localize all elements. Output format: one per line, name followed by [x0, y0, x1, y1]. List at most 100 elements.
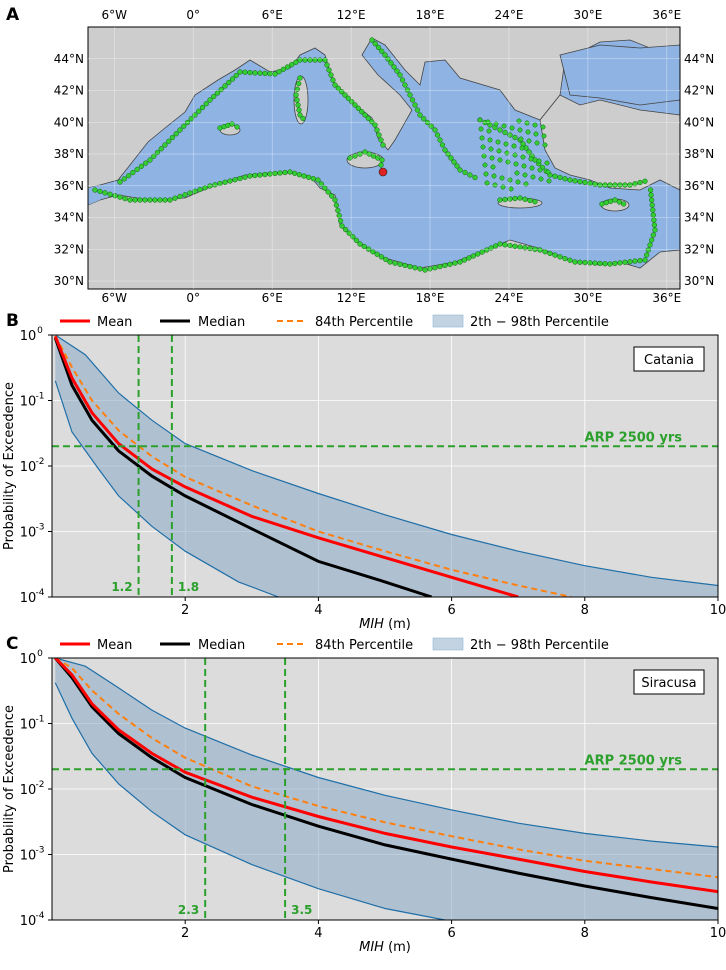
coast-point [362, 149, 368, 155]
coast-point [394, 68, 400, 74]
y-tick-label: 10 [20, 526, 37, 541]
coast-point [557, 254, 563, 260]
legend-p84-label: 84th Percentile [315, 638, 413, 653]
coast-point [479, 249, 485, 255]
coast-point [322, 57, 328, 63]
coast-point [537, 247, 543, 253]
coast-point [472, 174, 478, 181]
coast-point [328, 193, 335, 199]
coast-point [349, 99, 355, 105]
coast-point [417, 112, 423, 118]
coast-point [522, 245, 528, 251]
coast-point [442, 147, 448, 153]
p2-line [54, 682, 446, 920]
coast-point [397, 72, 403, 78]
coast-point [199, 104, 206, 111]
coast-point [529, 165, 535, 171]
coast-point [485, 119, 491, 125]
y-tick-label: 10 [20, 395, 37, 410]
coast-point [272, 170, 278, 177]
coast-point [437, 263, 443, 270]
coast-point [117, 179, 123, 185]
coast-point [257, 172, 263, 178]
legend-p84-label: 84th Percentile [315, 315, 413, 330]
map-lat-label-left: 40°N [54, 115, 84, 129]
coast-point [137, 197, 143, 203]
x-axis-label: MIH (m) [359, 940, 411, 955]
coast-point [417, 266, 423, 272]
coast-point [122, 195, 128, 202]
map-lat-label-right: 44°N [684, 52, 714, 66]
highlight-site-point [378, 167, 388, 177]
map-lat-label-left: 44°N [54, 52, 84, 66]
coast-point [467, 172, 473, 178]
coast-point [577, 259, 583, 265]
coast-point [322, 185, 328, 191]
y-tick-exponent: -4 [36, 588, 45, 598]
p98-line [55, 658, 718, 848]
coast-point [414, 107, 421, 113]
coast-point [503, 141, 509, 147]
map-lat-label-right: 40°N [684, 115, 714, 129]
coast-point [234, 124, 240, 130]
coast-point [647, 187, 654, 193]
x-axis-label-unit: (m) [384, 940, 411, 955]
coast-point [608, 198, 614, 204]
coast-point [507, 132, 513, 138]
coast-point [370, 249, 376, 255]
coast-point [448, 155, 454, 161]
coast-point [451, 159, 457, 165]
coast-point [187, 190, 193, 196]
coast-point [152, 197, 158, 203]
coast-point [378, 254, 385, 260]
map-lon-label-top: 30°E [573, 8, 602, 22]
y-tick-label: 10 [20, 652, 37, 667]
coast-point [488, 146, 494, 152]
coast-point [376, 132, 382, 138]
coast-point [512, 243, 518, 249]
coast-point [457, 259, 463, 265]
coast-point [173, 131, 179, 137]
map-lat-label-left: 36°N [54, 179, 84, 193]
coast-point [497, 127, 503, 133]
coast-point [562, 255, 568, 262]
coast-point [142, 197, 148, 203]
coast-point [300, 115, 306, 122]
coast-point [289, 62, 295, 68]
coast-point [602, 261, 608, 267]
coast-point [375, 44, 382, 51]
coast-point [177, 193, 183, 200]
coast-point [237, 69, 243, 75]
coast-point [324, 62, 330, 68]
coast-point [447, 261, 453, 267]
coast-point [497, 197, 503, 203]
coast-point [513, 161, 519, 167]
coast-point [577, 179, 583, 185]
mediterranean-map: 6°W 6°W 0° 0° 6°E 6°E 12°E 12°E 18°E 18°E 24°E 24°E… [54, 8, 715, 305]
coast-point [422, 267, 428, 273]
x-axis-label: MIH (m) [359, 617, 411, 632]
coast-point [262, 171, 268, 178]
coast-point [470, 253, 476, 259]
coast-point [520, 154, 526, 160]
coast-point [294, 86, 300, 92]
coast-point [645, 247, 651, 253]
coast-point [526, 149, 532, 155]
coast-point [500, 184, 506, 190]
coast-point [457, 167, 463, 173]
coast-point [428, 123, 434, 129]
coast-point [172, 195, 178, 201]
coast-point [512, 195, 518, 202]
map-lon-label-top: 12°E [337, 8, 366, 22]
coast-point [226, 79, 232, 86]
coast-point [306, 174, 312, 180]
map-lat-label-right: 42°N [684, 84, 714, 98]
coast-point [545, 169, 551, 175]
coast-point [478, 126, 484, 132]
coast-point [617, 260, 623, 266]
coast-point [516, 118, 522, 124]
coast-point [567, 177, 573, 183]
coast-point [335, 207, 341, 214]
coast-point [130, 169, 136, 176]
coast-point [332, 82, 338, 88]
